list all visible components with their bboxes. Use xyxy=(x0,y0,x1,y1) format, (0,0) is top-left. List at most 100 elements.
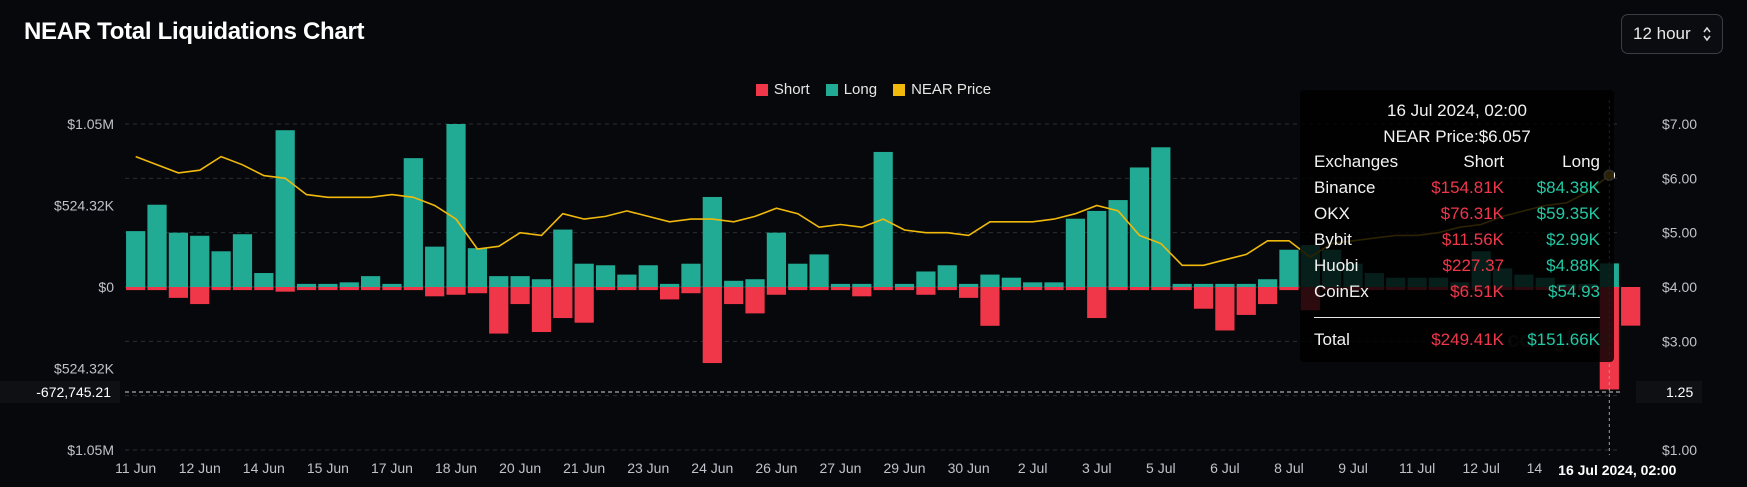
long-bar xyxy=(1279,249,1299,287)
tooltip-header-row: Exchanges Short Long xyxy=(1314,152,1600,176)
tooltip-datetime: 16 Jul 2024, 02:00 xyxy=(1387,101,1527,120)
long-bar xyxy=(1151,147,1171,287)
long-bar xyxy=(1236,283,1256,287)
short-bar xyxy=(574,287,594,323)
y-right-tick-label: $5.00 xyxy=(1662,225,1697,241)
long-bar xyxy=(190,235,210,287)
short-bar xyxy=(1621,287,1641,326)
short-bar xyxy=(1065,287,1086,291)
long-bar xyxy=(403,158,423,287)
short-bar xyxy=(510,287,530,305)
chart-tooltip: 16 Jul 2024, 02:00 NEAR Price:$6.057 Exc… xyxy=(1300,90,1614,362)
legend-item-long[interactable]: Long xyxy=(825,81,878,98)
x-tick-label: 3 Jul xyxy=(1082,460,1112,476)
long-bar xyxy=(126,231,146,287)
y-right-tick-label: $1.00 xyxy=(1662,442,1697,458)
legend-label-short: Short xyxy=(773,81,810,98)
tooltip-exchange: Binance xyxy=(1314,178,1376,197)
crosshair-right-value: 1.25 xyxy=(1666,384,1693,400)
page-title: NEAR Total Liquidations Chart xyxy=(24,18,365,45)
short-bar xyxy=(788,287,808,291)
short-bar xyxy=(1129,287,1150,291)
tooltip-header-long: Long xyxy=(1562,152,1600,171)
short-bar xyxy=(980,287,1000,326)
long-bar xyxy=(1215,283,1235,287)
short-bar xyxy=(168,287,189,298)
sort-chevrons-icon xyxy=(1703,26,1711,42)
long-bar xyxy=(980,274,1000,287)
short-bar xyxy=(1044,287,1064,291)
tooltip-short: $227.37 xyxy=(1442,256,1504,275)
long-bar xyxy=(232,234,253,287)
long-bar xyxy=(553,229,573,287)
y-left-tick-label: $524.32K xyxy=(54,198,115,214)
long-bar xyxy=(937,265,957,287)
long-bar xyxy=(852,283,872,287)
tooltip-row-huobi: Huobi $227.37 $4.88K xyxy=(1314,256,1600,280)
long-bar xyxy=(1172,283,1192,287)
x-tick-label: 11 Jun xyxy=(115,460,156,476)
y-left-tick-label: $1.05M xyxy=(67,442,114,458)
legend-item-price[interactable]: NEAR Price xyxy=(893,81,991,98)
long-bar xyxy=(617,274,637,287)
long-bar xyxy=(724,280,744,287)
short-bar xyxy=(894,287,915,291)
x-tick-label: 8 Jul xyxy=(1274,460,1304,476)
x-tick-label: 20 Jun xyxy=(499,460,541,476)
tooltip-row-coinex: CoinEx $6.51K $54.93 xyxy=(1314,282,1600,306)
short-bar xyxy=(1151,287,1171,291)
short-bar xyxy=(425,287,445,297)
short-bar xyxy=(745,287,765,314)
short-bar xyxy=(275,287,295,292)
tooltip-long: $2.99K xyxy=(1546,230,1600,249)
tooltip-header-exchange: Exchanges xyxy=(1314,152,1399,171)
tooltip-short: $154.81K xyxy=(1431,178,1504,197)
short-bar xyxy=(958,287,979,298)
long-bar xyxy=(489,276,509,287)
short-bar xyxy=(937,287,957,291)
tooltip-price: NEAR Price:$6.057 xyxy=(1383,127,1531,146)
tooltip-divider xyxy=(1314,317,1600,318)
short-bar xyxy=(1279,287,1299,291)
tooltip-total-row: Total $249.41K $151.66K xyxy=(1314,330,1600,354)
short-bar xyxy=(360,287,381,291)
short-bar xyxy=(1108,287,1128,291)
long-bar xyxy=(809,254,829,287)
x-tick-label: 2 Jul xyxy=(1018,460,1048,476)
long-bar xyxy=(1023,282,1043,287)
legend-swatch-long xyxy=(825,83,838,96)
short-bar xyxy=(852,287,872,297)
long-bar xyxy=(788,263,808,287)
short-bar xyxy=(489,287,509,334)
long-bar xyxy=(830,283,851,287)
crosshair-left-value: -672,745.21 xyxy=(36,384,111,400)
x-tick-label: 5 Jul xyxy=(1146,460,1176,476)
tooltip-total-long: $151.66K xyxy=(1527,330,1600,349)
short-bar xyxy=(254,287,274,291)
short-bar xyxy=(1257,287,1278,305)
x-tick-label: 11 Jul xyxy=(1399,460,1435,476)
short-bar xyxy=(1193,287,1214,309)
long-bar xyxy=(510,276,530,287)
x-tick-label: 30 Jun xyxy=(948,460,990,476)
legend-label-long: Long xyxy=(843,81,878,98)
long-bar xyxy=(681,263,701,287)
x-tick-label: 27 Jun xyxy=(819,460,861,476)
legend-item-short[interactable]: Short xyxy=(755,81,810,98)
interval-select[interactable]: 12 hour xyxy=(1621,14,1723,54)
short-bar xyxy=(190,287,210,305)
tooltip-exchange: Bybit xyxy=(1314,230,1352,249)
long-bar xyxy=(531,279,552,287)
short-bar xyxy=(659,287,680,300)
interval-select-value: 12 hour xyxy=(1633,24,1691,43)
y-left-tick-label: $1.05M xyxy=(67,116,114,132)
short-bar xyxy=(1236,287,1256,315)
x-tick-label: 17 Jun xyxy=(371,460,413,476)
x-tick-label: 21 Jun xyxy=(563,460,605,476)
short-bar xyxy=(1215,287,1235,331)
long-bar xyxy=(296,283,317,287)
long-bar xyxy=(745,279,765,287)
short-bar xyxy=(403,287,423,291)
x-tick-label: 6 Jul xyxy=(1210,460,1240,476)
